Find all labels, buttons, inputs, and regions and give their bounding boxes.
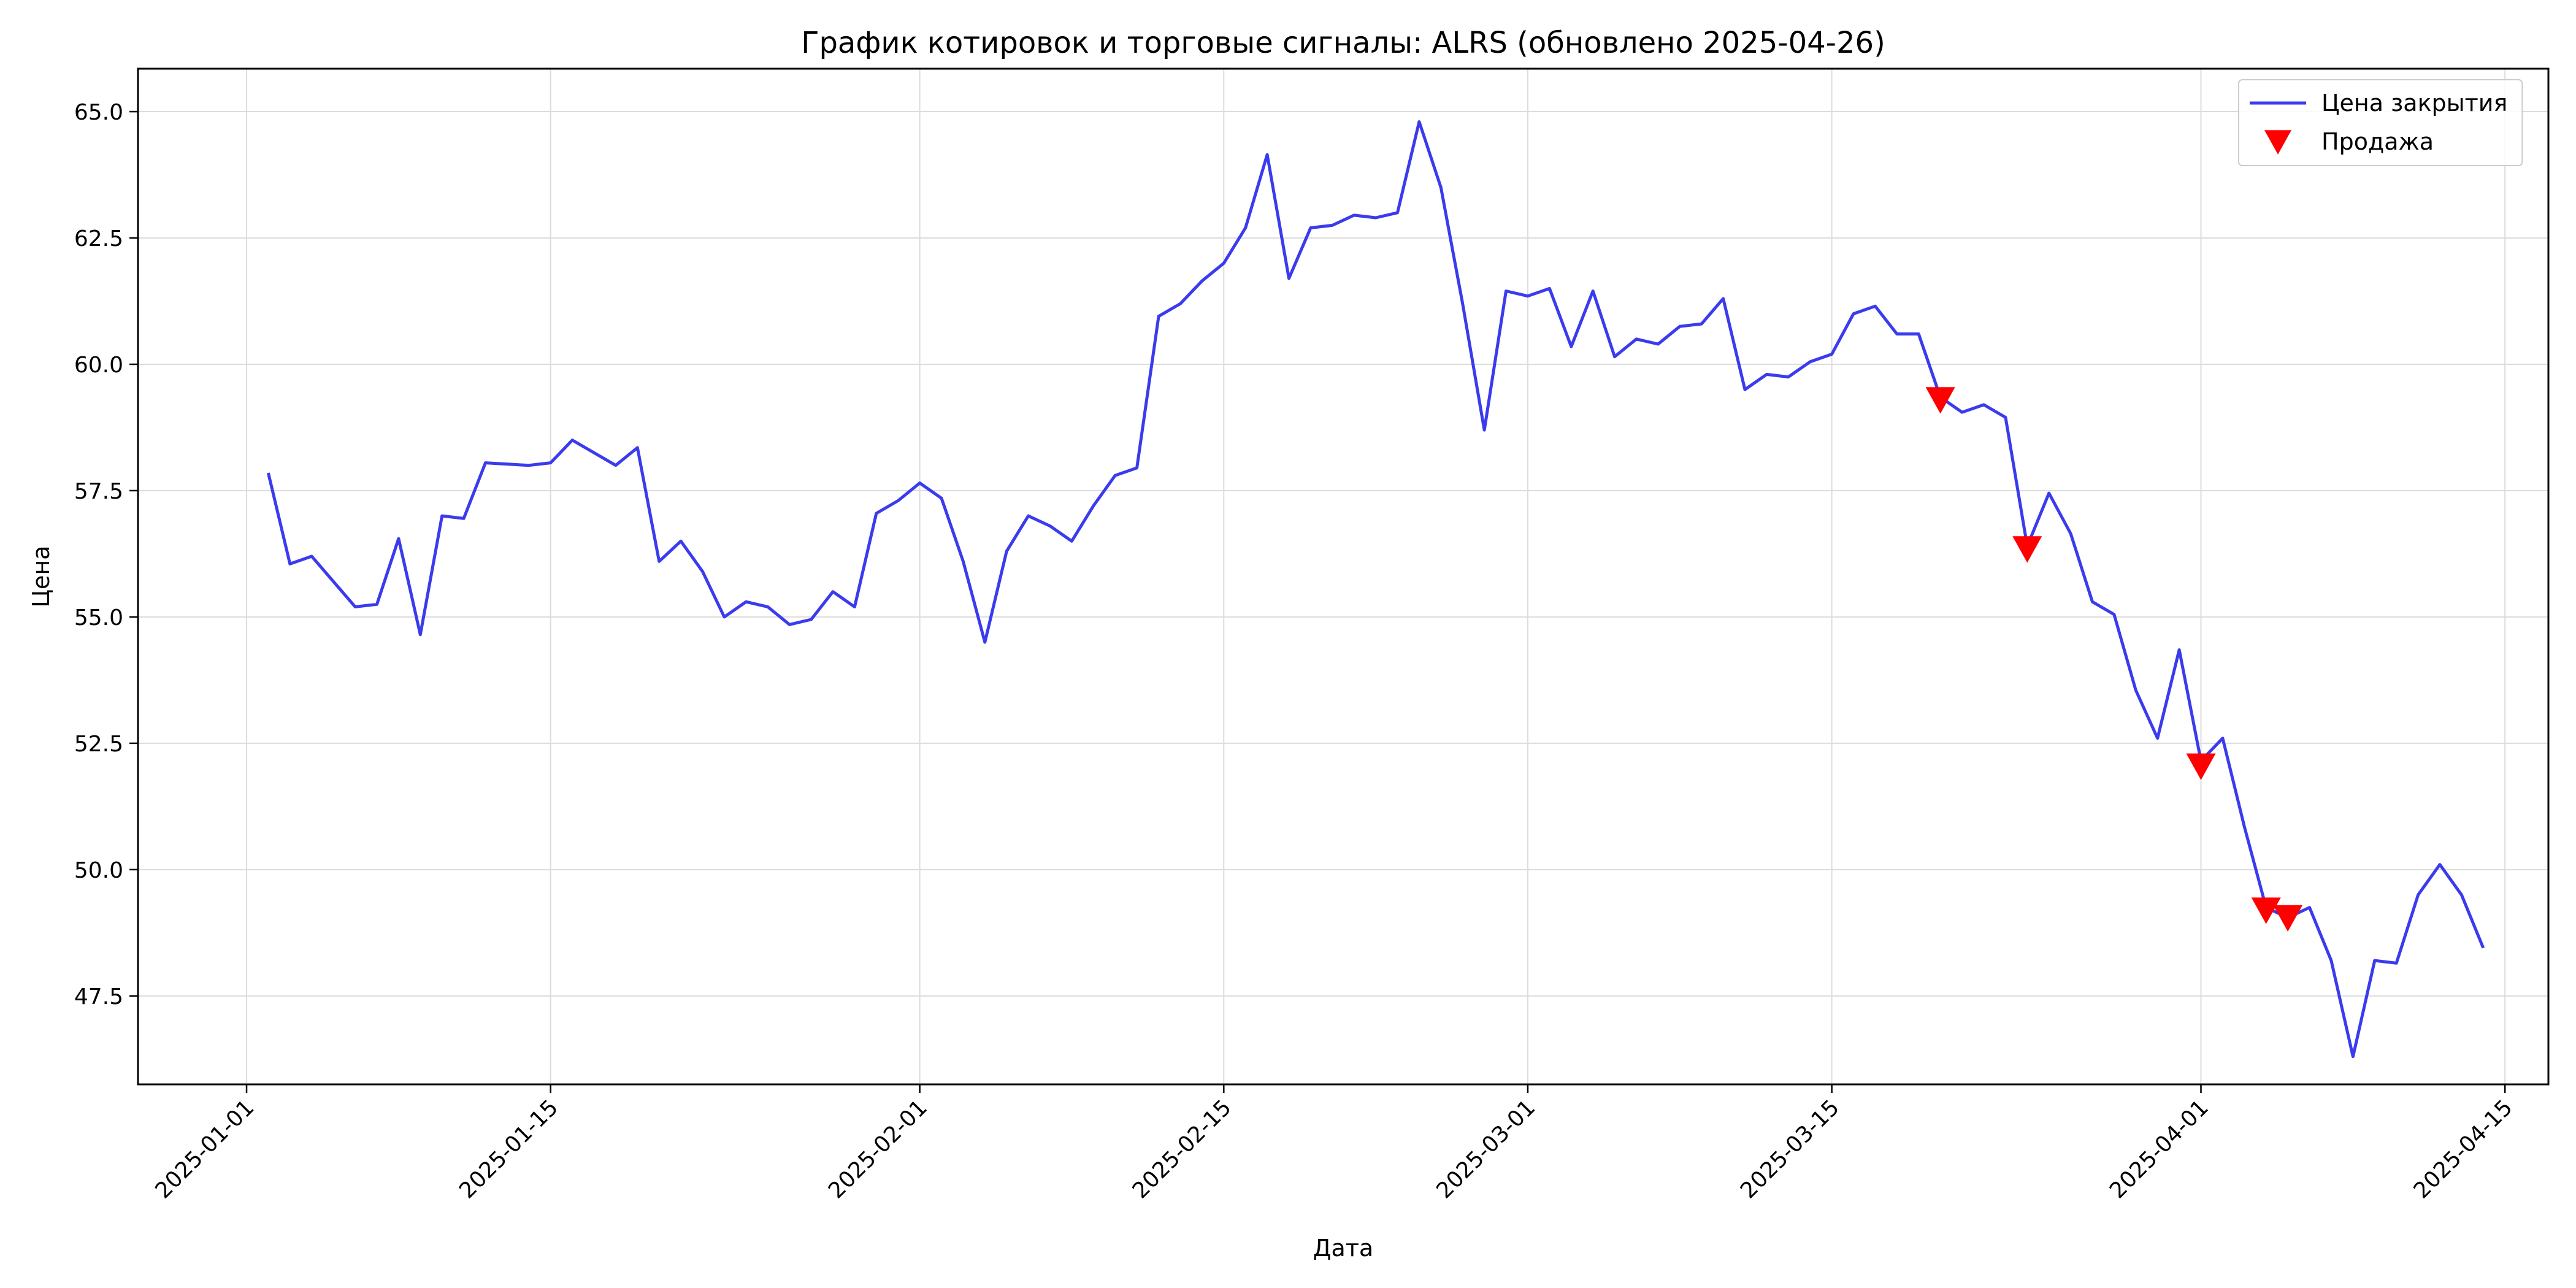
y-tick-label: 55.0 <box>74 605 123 631</box>
sell-signal-marker <box>2186 753 2216 780</box>
legend-box <box>2238 79 2523 166</box>
chart-title: График котировок и торговые сигналы: ALR… <box>801 26 1885 60</box>
sell-signal-marker <box>2012 536 2042 563</box>
y-axis-label: Цена <box>28 545 55 607</box>
plot-frame <box>137 67 2550 1086</box>
y-tick-label: 60.0 <box>74 353 123 378</box>
y-tick-label: 52.5 <box>74 732 123 757</box>
series-layer <box>266 120 2485 1059</box>
legend: Цена закрытия Продажа <box>2238 79 2523 166</box>
y-tick-label: 50.0 <box>74 858 123 883</box>
legend-marker-label: Продажа <box>2321 128 2434 155</box>
legend-line-label: Цена закрытия <box>2321 90 2507 117</box>
marker-layer <box>1925 387 2303 932</box>
y-tick-label: 57.5 <box>74 479 123 504</box>
y-tick-label: 62.5 <box>74 226 123 251</box>
series-line-close-price <box>266 120 2485 1059</box>
y-tick-label: 65.0 <box>74 100 123 125</box>
sell-signal-marker <box>2273 905 2303 932</box>
y-tick-label: 47.5 <box>74 984 123 1010</box>
legend-marker-swatch <box>2264 130 2291 155</box>
sell-signal-marker <box>1925 387 1955 414</box>
x-axis-label: Дата <box>1313 1235 1373 1262</box>
grid <box>138 69 2548 1084</box>
sell-signal-marker <box>2251 897 2281 924</box>
